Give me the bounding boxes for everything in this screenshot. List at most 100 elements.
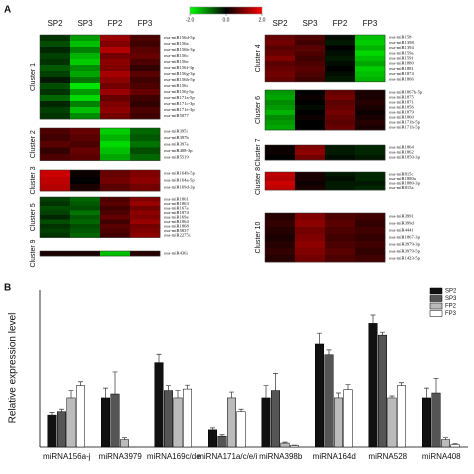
row-label: osa-miR408-3p (164, 148, 193, 153)
row-label: osa-miR167a (164, 205, 189, 210)
bar (66, 397, 76, 448)
row-label: osa-miR1394 (389, 45, 414, 50)
x-tick-label: miRNA528 (368, 452, 407, 461)
heat-cell (355, 76, 386, 83)
heat-cell (265, 155, 296, 161)
heat-cell (130, 197, 161, 202)
heat-cell (70, 83, 101, 90)
heat-cell (325, 181, 356, 186)
heat-cell (40, 59, 71, 66)
heat-cell (100, 141, 131, 148)
heat-cell (100, 177, 131, 185)
row-label: osa-miR1867-3p (389, 235, 421, 240)
bar (378, 334, 387, 448)
heat-cell (40, 35, 71, 42)
heat-cell (295, 248, 326, 256)
error-bar (443, 437, 448, 440)
heat-cell (130, 101, 161, 108)
heat-cell (265, 55, 296, 62)
heat-cell (130, 35, 161, 42)
heat-cell (325, 61, 356, 67)
heat-cell (295, 50, 326, 57)
heat-cell (265, 105, 296, 111)
heat-cell (325, 248, 356, 256)
error-bar (380, 331, 385, 336)
heat-cell (265, 220, 296, 228)
row-label: osa-miR1860 (389, 115, 414, 120)
heat-cell (70, 197, 101, 202)
heat-cell (70, 201, 101, 207)
heat-cell (355, 255, 386, 263)
heat-cell (100, 107, 131, 114)
heat-cell (295, 76, 326, 83)
heat-cell (325, 220, 356, 228)
legend-swatch (429, 295, 443, 302)
heat-cell (295, 95, 326, 101)
heat-cell (40, 65, 71, 72)
heat-cell (100, 134, 131, 142)
row-label: osa-miR1880-3p (389, 180, 421, 185)
heat-cell (355, 248, 386, 256)
heat-cell (355, 45, 386, 51)
cluster-frame (264, 144, 386, 161)
heat-cell (325, 66, 356, 72)
heat-cell (70, 184, 101, 192)
row-label: osa-miR159f (389, 55, 413, 60)
error-bar (345, 384, 351, 390)
heat-cell (70, 215, 101, 220)
heat-cell (70, 251, 101, 257)
bar (397, 385, 406, 448)
row-label: osa-miR1868 (164, 223, 189, 228)
heat-cell (100, 65, 131, 72)
cluster-label: Cluster 5 (30, 203, 37, 231)
heat-cell (265, 172, 296, 177)
heat-cell (130, 154, 161, 161)
row-label: osa-miR164a-5p (164, 178, 195, 183)
heat-cell (70, 228, 101, 234)
row-label: osa-miR156d-5p (164, 35, 196, 40)
bar (343, 389, 353, 448)
error-bar (452, 443, 458, 445)
row-label: osa-miR1861 (164, 196, 189, 201)
bar (208, 429, 217, 448)
error-bar (336, 392, 341, 398)
heat-cell (70, 210, 101, 216)
heat-cell (265, 213, 296, 221)
error-bar (122, 437, 127, 440)
heat-cell (325, 234, 356, 242)
heat-cell (295, 120, 326, 126)
heat-cell (265, 50, 296, 57)
column-header: FP2 (108, 19, 123, 28)
heat-cell (70, 141, 101, 148)
legend-label: FP2 (445, 304, 457, 310)
row-label: osa-miR1879 (389, 110, 414, 115)
row-label: osa-miR1423-5p (389, 256, 421, 261)
row-label: osa-miR1862 (389, 150, 414, 155)
row-label: osa-miR156b-3p (164, 47, 196, 52)
row-label: osa-miR397b (164, 135, 189, 140)
heat-cell (325, 172, 356, 177)
heat-cell (295, 45, 326, 51)
cluster-frame (39, 250, 161, 257)
bar (217, 435, 227, 448)
error-bar (263, 385, 269, 398)
heat-cell (70, 53, 101, 60)
heat-cell (355, 181, 386, 186)
heat-cell (40, 215, 71, 220)
heat-cell (130, 210, 161, 216)
heat-cell (325, 76, 356, 83)
heat-cell (70, 59, 101, 66)
cluster-frame (264, 212, 386, 263)
row-label: osa-miR397a (164, 141, 189, 146)
bar (154, 362, 164, 448)
bar (236, 411, 246, 448)
error-bar (229, 391, 234, 398)
heat-cell (355, 185, 386, 191)
heat-cell (100, 224, 131, 229)
heat-cell (40, 219, 71, 225)
error-bar (424, 387, 429, 398)
heat-cell (295, 145, 326, 151)
heat-cell (70, 177, 101, 185)
row-label: osa-miR1875 (389, 95, 414, 100)
